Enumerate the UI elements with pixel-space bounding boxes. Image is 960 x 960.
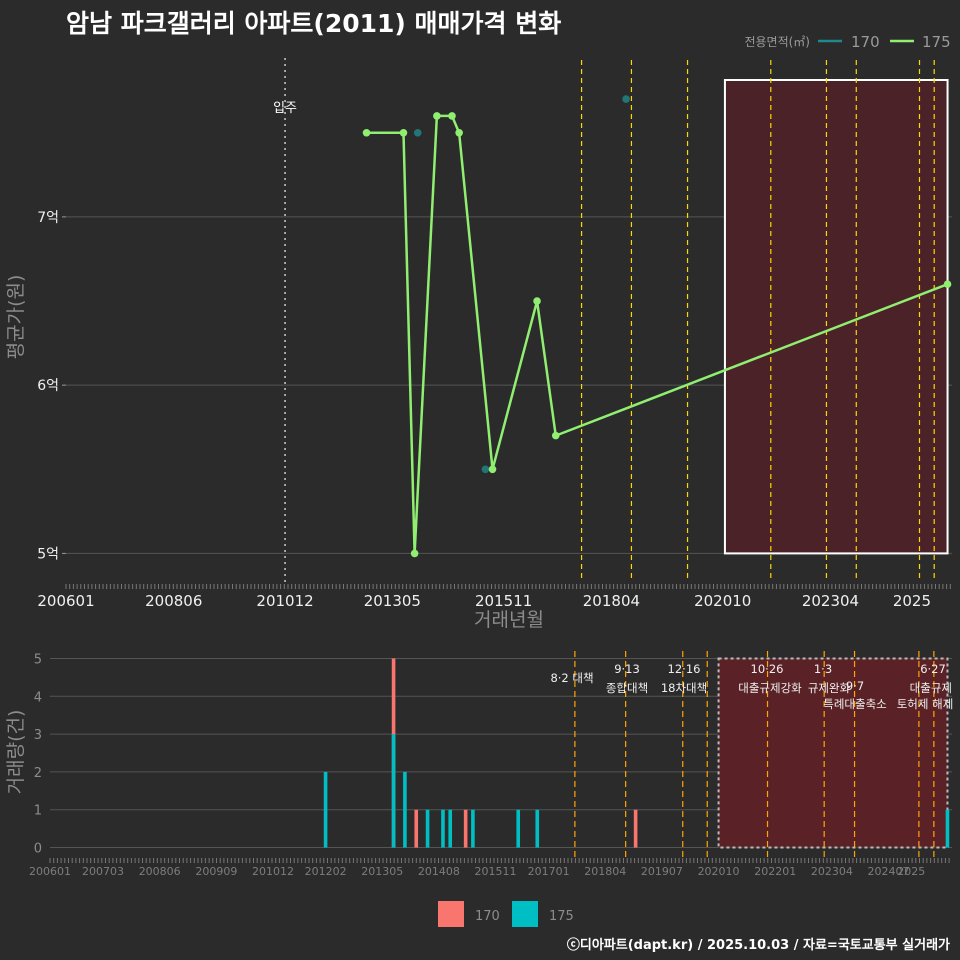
legend-label-175: 175: [922, 33, 951, 51]
legend-label-175: 175: [549, 909, 574, 924]
policy-event-label: 규제완화: [808, 681, 851, 695]
policy-event-label: 18차대책: [661, 681, 707, 695]
price-point-170: [413, 128, 422, 137]
price-point-175: [362, 128, 371, 137]
price-x-tick-label: 2025: [893, 592, 931, 610]
policy-event-label: 8·2 대책: [550, 671, 593, 685]
volume-x-tick-label: 201012: [252, 865, 294, 878]
volume-bar-175: [448, 809, 453, 848]
volume-bar-175: [391, 734, 396, 848]
price-point-175: [533, 297, 541, 305]
policy-event-label: 대출규제: [910, 681, 952, 695]
volume-bar-175: [403, 771, 407, 848]
volume-y-tick-label: 0: [34, 842, 42, 857]
price-line-175: [366, 114, 948, 555]
price-y-tick-label: 6억: [37, 378, 59, 394]
price-point-175: [410, 549, 419, 558]
volume-x-tick-label: 200703: [82, 865, 124, 878]
legend-swatch-170: [438, 901, 464, 927]
volume-x-tick-label: 2025: [897, 865, 925, 878]
volume-bar-175: [441, 809, 445, 848]
volume-bar-170: [633, 809, 638, 848]
price-point-175: [433, 112, 441, 120]
volume-x-tick-label: 201305: [361, 865, 403, 878]
price-point-175: [488, 465, 497, 474]
legend-label-170: 170: [851, 33, 880, 51]
volume-y-tick-label: 2: [34, 766, 42, 781]
legend-label-170: 170: [475, 909, 500, 924]
price-point-175: [399, 128, 408, 137]
price-point-175: [455, 128, 463, 137]
policy-event-label: 9·13: [614, 662, 640, 676]
price-x-tick-label: 202010: [694, 592, 751, 610]
price-point-175: [551, 431, 560, 440]
price-x-tick-label: 201804: [583, 592, 640, 610]
volume-bar-175: [945, 809, 950, 848]
volume-bar-175: [516, 809, 521, 848]
policy-event-label: 12·16: [668, 662, 701, 676]
volume-bar-170: [463, 809, 468, 848]
volume-bar-175: [471, 809, 475, 848]
price-point-175: [448, 112, 456, 120]
volume-x-tick-label: 202304: [811, 865, 853, 878]
price-y-tick-label: 7억: [37, 210, 59, 226]
volume-x-tick-label: 202201: [754, 865, 796, 878]
price-x-tick-label: 201511: [475, 592, 532, 610]
volume-x-tick-label: 201907: [641, 865, 683, 878]
chart-title: 암남 파크갤러리 아파트(2011) 매매가격 변화: [66, 9, 562, 38]
price-x-tick-label: 200601: [37, 592, 94, 610]
price-x-axis-title: 거래년월: [474, 609, 544, 631]
volume-bar-175: [323, 771, 328, 848]
policy-period-highlight: [717, 657, 949, 849]
volume-chart-panel: 0 1 2 3 4 5 8·2 대책 9·13 종합대책 12·16 18차대책 10·26 대출규제강…: [5, 651, 953, 927]
price-x-tick-label: 201305: [364, 592, 421, 610]
volume-y-tick-label: 4: [34, 690, 42, 705]
price-point-175: [943, 280, 952, 288]
policy-event-label: 9·7: [846, 679, 864, 693]
volume-x-tick-label: 200909: [195, 865, 237, 878]
policy-event-label: 토허제 해제: [897, 697, 954, 711]
volume-x-tick-label: 200601: [29, 865, 71, 878]
policy-event-label: 6·27: [920, 662, 946, 676]
volume-x-tick-label: 201804: [584, 865, 626, 878]
source-footer: ⓒ디아파트(dapt.kr) / 2025.10.03 / 자료=국토교통부 실…: [566, 938, 950, 953]
volume-x-tick-label: 201408: [418, 865, 460, 878]
move-in-label: 입주: [273, 101, 297, 116]
price-point-170: [622, 95, 630, 103]
price-x-tick-label: 200806: [145, 592, 202, 610]
volume-x-tick-label: 202010: [698, 865, 740, 878]
volume-x-tick-label: 201202: [305, 865, 347, 878]
volume-x-tick-label: 201511: [475, 865, 517, 878]
policy-event-label: 10·26: [751, 662, 784, 676]
policy-event-label: 종합대책: [606, 681, 648, 695]
price-x-tick-label: 201012: [256, 592, 313, 610]
volume-y-axis-title: 거래량(건): [5, 710, 27, 795]
volume-y-tick-label: 3: [34, 728, 42, 743]
volume-bar-170: [414, 809, 419, 848]
volume-bar-175: [425, 809, 430, 848]
volume-bar-175: [535, 809, 540, 848]
volume-y-tick-label: 5: [34, 652, 42, 667]
price-chart-panel: 5억 6억 7억 입주 200601 200806 201012 201305 201511 20…: [5, 33, 952, 631]
price-x-tick-label: 202304: [802, 592, 859, 610]
legend-title: 전용면적(㎡): [744, 35, 810, 49]
policy-period-highlight: [723, 79, 949, 555]
policy-event-label: 1·3: [814, 662, 832, 676]
price-y-axis-title: 평균가(원): [5, 275, 27, 360]
volume-x-tick-label: 200806: [139, 865, 181, 878]
volume-x-tick-label: 201701: [528, 865, 570, 878]
price-point-170: [481, 465, 490, 474]
legend-swatch-175: [512, 901, 538, 927]
volume-y-tick-label: 1: [34, 804, 42, 819]
price-y-tick-label: 5억: [37, 546, 59, 562]
policy-event-label: 특례대출축소: [823, 697, 886, 711]
volume-x-tick-label: 202407: [868, 865, 910, 878]
policy-event-label: 대출규제강화: [738, 681, 802, 695]
